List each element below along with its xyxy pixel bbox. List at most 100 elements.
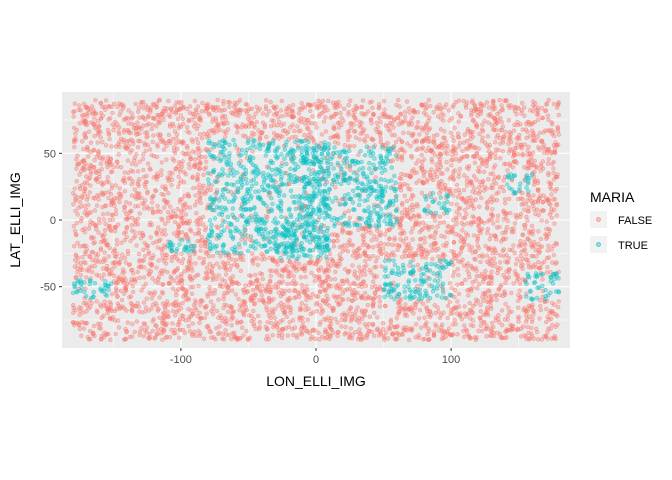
- false-point: [172, 104, 178, 109]
- false-point: [535, 145, 541, 150]
- false-point: [458, 311, 463, 316]
- false-point: [216, 297, 221, 302]
- true-point: [227, 142, 232, 148]
- false-point: [110, 122, 115, 127]
- false-point: [439, 141, 445, 146]
- false-point: [422, 240, 427, 245]
- false-point: [253, 272, 258, 278]
- false-point: [73, 131, 78, 136]
- false-point: [259, 293, 265, 298]
- false-point: [72, 186, 77, 191]
- false-point: [480, 252, 485, 258]
- false-point: [409, 196, 414, 201]
- false-point: [271, 296, 276, 302]
- false-point: [350, 290, 355, 295]
- false-point: [246, 337, 251, 342]
- false-point: [287, 259, 292, 265]
- false-point: [545, 197, 551, 202]
- true-point: [209, 207, 214, 212]
- false-point: [430, 256, 435, 262]
- false-point: [383, 330, 389, 335]
- false-point: [416, 316, 422, 321]
- false-point: [518, 196, 523, 201]
- false-point: [277, 331, 282, 336]
- false-point: [155, 245, 161, 250]
- false-point: [310, 114, 315, 119]
- false-point: [170, 121, 176, 127]
- false-point: [427, 328, 432, 334]
- false-point: [176, 287, 181, 292]
- false-point: [403, 236, 409, 241]
- false-point: [544, 256, 550, 261]
- false-point: [555, 304, 561, 310]
- false-point: [164, 157, 169, 162]
- false-point: [538, 303, 543, 309]
- false-point: [357, 137, 362, 142]
- false-point: [137, 275, 142, 280]
- false-point: [115, 294, 120, 299]
- false-point: [349, 125, 354, 131]
- false-point: [365, 245, 371, 250]
- false-point: [120, 178, 126, 183]
- false-point: [503, 129, 508, 135]
- false-point: [407, 215, 413, 221]
- false-point: [515, 105, 520, 110]
- false-point: [108, 156, 113, 161]
- false-point: [157, 315, 162, 320]
- false-point: [523, 201, 529, 207]
- false-point: [554, 201, 559, 207]
- false-point: [347, 331, 352, 336]
- false-point: [348, 326, 353, 331]
- false-point: [157, 136, 163, 141]
- false-point: [414, 170, 419, 175]
- false-point: [251, 115, 257, 120]
- false-point: [430, 224, 435, 230]
- false-point: [193, 120, 198, 126]
- false-point: [545, 265, 550, 270]
- false-point: [523, 319, 529, 324]
- false-point: [254, 104, 259, 110]
- false-point: [427, 139, 432, 145]
- false-point: [239, 125, 245, 130]
- false-point: [496, 287, 501, 292]
- false-point: [137, 257, 143, 263]
- false-point: [109, 144, 114, 149]
- false-point: [363, 258, 368, 264]
- false-point: [345, 137, 351, 143]
- false-point: [352, 269, 358, 274]
- false-point: [489, 306, 494, 311]
- false-point: [525, 119, 530, 125]
- false-point: [130, 115, 136, 120]
- false-point: [426, 118, 431, 124]
- false-point: [414, 161, 419, 166]
- false-point: [235, 319, 240, 324]
- true-point: [263, 153, 268, 158]
- false-point: [208, 299, 214, 304]
- false-point: [321, 105, 326, 110]
- true-point: [207, 239, 212, 245]
- false-point: [350, 298, 355, 303]
- false-point: [335, 320, 340, 325]
- false-point: [121, 137, 126, 143]
- false-point: [387, 227, 392, 232]
- false-point: [553, 140, 558, 145]
- false-point: [223, 328, 228, 333]
- false-point: [308, 134, 314, 140]
- false-point: [171, 278, 177, 283]
- false-point: [154, 209, 160, 215]
- false-point: [321, 119, 327, 124]
- false-point: [417, 308, 423, 313]
- false-point: [556, 100, 561, 105]
- false-point: [404, 313, 409, 318]
- false-point: [472, 103, 478, 109]
- false-point: [194, 219, 199, 224]
- false-point: [108, 301, 114, 307]
- false-point: [150, 122, 155, 128]
- false-point: [274, 110, 280, 116]
- false-point: [519, 249, 524, 255]
- false-point: [476, 191, 482, 196]
- false-point: [556, 132, 562, 137]
- true-point: [271, 219, 276, 224]
- false-point: [533, 326, 539, 331]
- false-point: [393, 337, 399, 342]
